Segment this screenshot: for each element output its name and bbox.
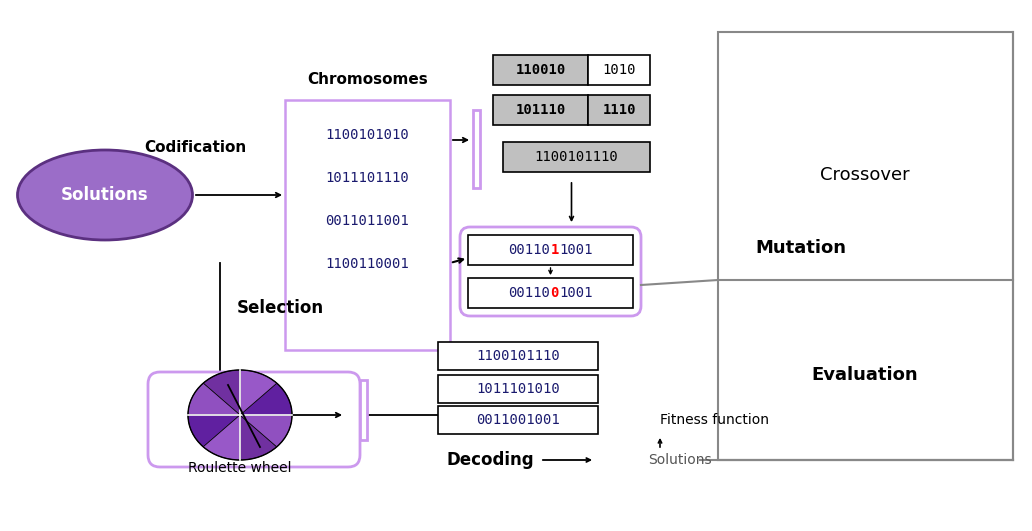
Bar bbox=[467, 235, 633, 265]
Bar bbox=[467, 278, 633, 308]
Bar bbox=[493, 95, 588, 125]
Text: 1001: 1001 bbox=[559, 243, 592, 257]
Bar bbox=[473, 110, 480, 188]
Bar bbox=[718, 32, 1013, 460]
Text: 1100101110: 1100101110 bbox=[535, 150, 618, 164]
Bar bbox=[285, 100, 450, 350]
Text: Decoding: Decoding bbox=[446, 451, 534, 469]
Bar bbox=[588, 95, 650, 125]
Text: 0011001001: 0011001001 bbox=[476, 413, 560, 427]
Polygon shape bbox=[240, 370, 277, 415]
Text: 1011101110: 1011101110 bbox=[326, 171, 410, 185]
Polygon shape bbox=[188, 383, 240, 415]
Text: 1100101110: 1100101110 bbox=[476, 349, 560, 363]
Text: Chromosomes: Chromosomes bbox=[308, 73, 428, 88]
Polygon shape bbox=[240, 415, 292, 447]
Bar bbox=[588, 55, 650, 85]
Bar bbox=[360, 380, 367, 440]
Text: 00110: 00110 bbox=[508, 243, 550, 257]
Text: 1110: 1110 bbox=[603, 103, 636, 117]
Text: 1100101010: 1100101010 bbox=[326, 128, 410, 142]
Text: 1001: 1001 bbox=[559, 286, 592, 300]
Text: Codification: Codification bbox=[143, 141, 246, 156]
Text: 1100110001: 1100110001 bbox=[326, 257, 410, 271]
Text: Roulette wheel: Roulette wheel bbox=[188, 461, 292, 475]
Ellipse shape bbox=[26, 162, 191, 237]
Bar bbox=[503, 142, 650, 172]
Polygon shape bbox=[240, 383, 292, 415]
FancyBboxPatch shape bbox=[148, 372, 360, 467]
Text: 101110: 101110 bbox=[515, 103, 566, 117]
Ellipse shape bbox=[18, 150, 193, 240]
Polygon shape bbox=[188, 415, 240, 447]
Text: 1011101010: 1011101010 bbox=[476, 382, 560, 396]
Polygon shape bbox=[240, 415, 277, 460]
Text: Mutation: Mutation bbox=[755, 239, 846, 257]
Text: Solutions: Solutions bbox=[648, 453, 712, 467]
Text: Selection: Selection bbox=[236, 299, 324, 317]
Bar bbox=[438, 375, 598, 403]
Text: 0: 0 bbox=[550, 286, 559, 300]
Text: Solutions: Solutions bbox=[61, 186, 149, 204]
Text: 0011011001: 0011011001 bbox=[326, 214, 410, 228]
Text: Fitness function: Fitness function bbox=[660, 413, 769, 427]
Bar bbox=[438, 342, 598, 370]
Bar bbox=[438, 406, 598, 434]
Text: Crossover: Crossover bbox=[820, 166, 910, 184]
Text: 1: 1 bbox=[550, 243, 559, 257]
Polygon shape bbox=[203, 370, 240, 415]
Polygon shape bbox=[203, 415, 240, 460]
Text: 110010: 110010 bbox=[515, 63, 566, 77]
Text: 1010: 1010 bbox=[603, 63, 636, 77]
Bar bbox=[493, 55, 588, 85]
Text: 00110: 00110 bbox=[508, 286, 550, 300]
Text: Evaluation: Evaluation bbox=[812, 366, 918, 384]
